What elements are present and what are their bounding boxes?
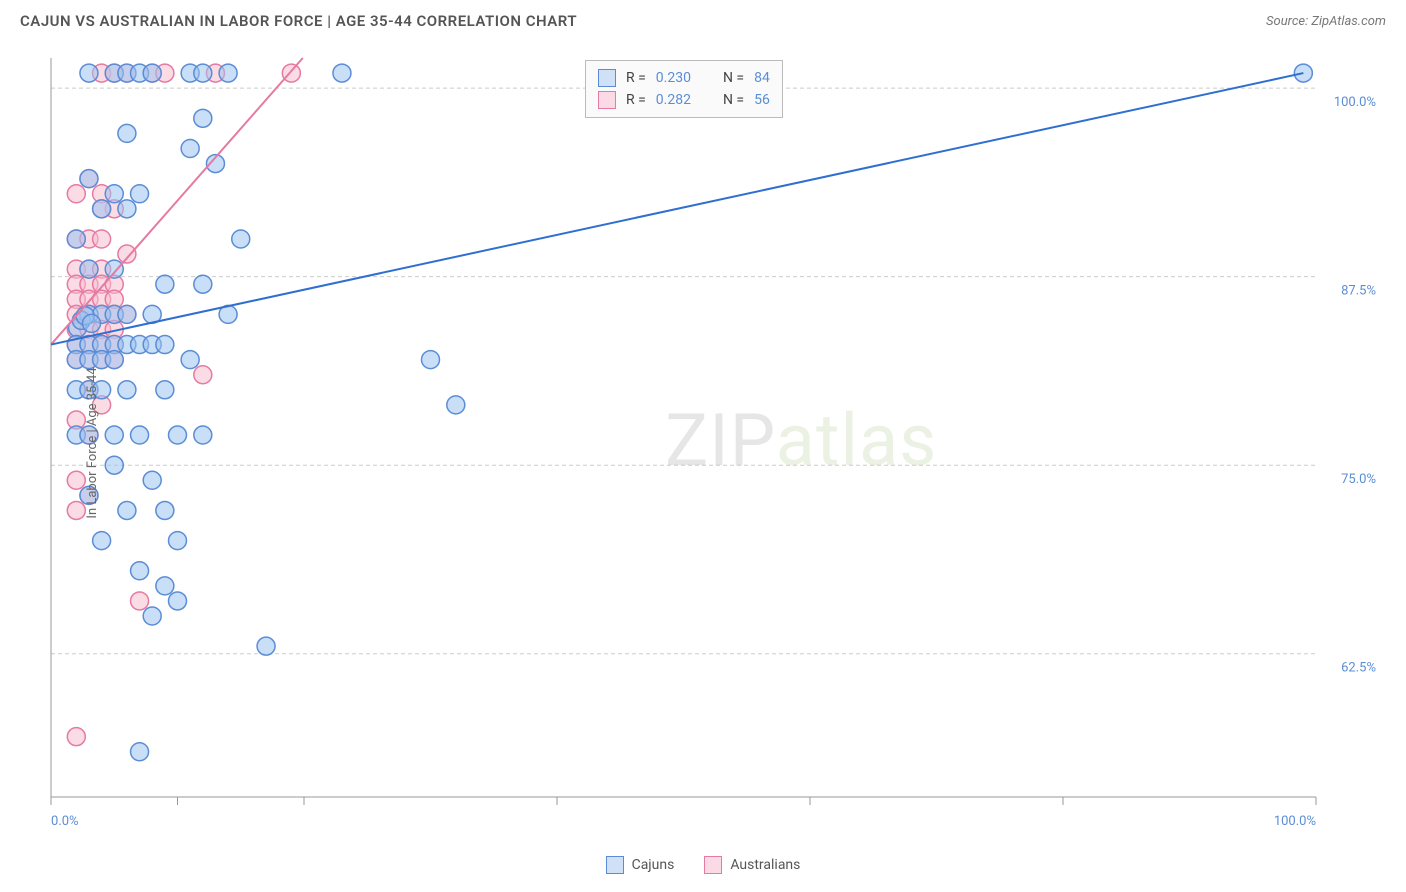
data-point-cajun: [105, 426, 123, 444]
series-legend: Cajuns Australians: [0, 856, 1406, 874]
data-point-australian: [67, 501, 85, 519]
data-point-australian: [118, 245, 136, 263]
data-point-cajun: [67, 230, 85, 248]
data-point-cajun: [80, 260, 98, 278]
data-point-cajun: [143, 64, 161, 82]
n-value: 56: [754, 92, 770, 108]
correlation-legend: R = 0.230 N = 84 R = 0.282 N = 56: [585, 60, 783, 118]
data-point-cajun: [232, 230, 250, 248]
data-point-australian: [194, 366, 212, 384]
data-point-cajun: [143, 471, 161, 489]
data-point-cajun: [118, 381, 136, 399]
data-point-cajun: [80, 170, 98, 188]
data-point-cajun: [131, 743, 149, 761]
chart-area: In Labor Force | Age 35-44 62.5% 75.0% 87.…: [45, 48, 1386, 837]
r-value: 0.282: [656, 92, 691, 108]
legend-swatch: [598, 69, 616, 87]
data-point-australian: [93, 230, 111, 248]
data-point-cajun: [181, 139, 199, 157]
data-point-cajun: [156, 381, 174, 399]
data-point-cajun: [257, 637, 275, 655]
data-point-cajun: [143, 607, 161, 625]
svg-text:100.0%: 100.0%: [1274, 814, 1316, 829]
data-point-cajun: [194, 275, 212, 293]
data-point-cajun: [181, 351, 199, 369]
data-point-cajun: [169, 426, 187, 444]
legend-swatch: [704, 856, 722, 874]
data-point-cajun: [169, 532, 187, 550]
data-point-cajun: [105, 260, 123, 278]
r-label: R =: [626, 70, 646, 86]
data-point-cajun: [82, 314, 100, 332]
data-point-cajun: [194, 109, 212, 127]
r-label: R =: [626, 92, 646, 108]
data-point-australian: [67, 471, 85, 489]
data-point-cajun: [131, 562, 149, 580]
data-point-cajun: [93, 532, 111, 550]
data-point-cajun: [169, 592, 187, 610]
svg-text:100.0%: 100.0%: [1334, 95, 1376, 110]
svg-text:87.5%: 87.5%: [1341, 284, 1376, 299]
data-point-australian: [67, 728, 85, 746]
data-point-cajun: [194, 64, 212, 82]
data-point-cajun: [219, 64, 237, 82]
y-axis-label: In Labor Force | Age 35-44: [85, 367, 100, 518]
n-label: N =: [723, 92, 744, 108]
data-point-cajun: [194, 426, 212, 444]
legend-label: Australians: [730, 857, 800, 873]
data-point-cajun: [156, 336, 174, 354]
legend-label: Cajuns: [632, 857, 675, 873]
legend-row: R = 0.282 N = 56: [598, 89, 770, 111]
legend-swatch: [598, 91, 616, 109]
data-point-cajun: [156, 275, 174, 293]
trendline-australian: [51, 58, 303, 345]
scatter-plot: 62.5% 75.0% 87.5% 100.0% 0.0% 100.0%: [45, 48, 1386, 837]
legend-swatch: [606, 856, 624, 874]
data-point-cajun: [156, 577, 174, 595]
source-label: Source: ZipAtlas.com: [1266, 14, 1386, 29]
data-point-cajun: [131, 185, 149, 203]
data-point-cajun: [105, 456, 123, 474]
data-point-australian: [67, 185, 85, 203]
svg-text:62.5%: 62.5%: [1341, 661, 1376, 676]
data-point-cajun: [333, 64, 351, 82]
n-value: 84: [754, 70, 770, 86]
svg-text:0.0%: 0.0%: [51, 814, 79, 829]
data-point-cajun: [118, 305, 136, 323]
data-point-cajun: [118, 200, 136, 218]
data-point-cajun: [156, 501, 174, 519]
data-point-cajun: [80, 64, 98, 82]
legend-row: R = 0.230 N = 84: [598, 67, 770, 89]
data-point-cajun: [105, 351, 123, 369]
page-title: CAJUN VS AUSTRALIAN IN LABOR FORCE | AGE…: [20, 12, 577, 30]
legend-item: Cajuns: [606, 856, 675, 874]
r-value: 0.230: [656, 70, 691, 86]
data-point-cajun: [118, 124, 136, 142]
data-point-cajun: [93, 200, 111, 218]
data-point-cajun: [447, 396, 465, 414]
data-point-australian: [131, 592, 149, 610]
svg-text:75.0%: 75.0%: [1341, 472, 1376, 487]
data-point-cajun: [105, 185, 123, 203]
data-point-cajun: [118, 501, 136, 519]
data-point-cajun: [422, 351, 440, 369]
legend-item: Australians: [704, 856, 800, 874]
data-point-cajun: [131, 426, 149, 444]
n-label: N =: [723, 70, 744, 86]
